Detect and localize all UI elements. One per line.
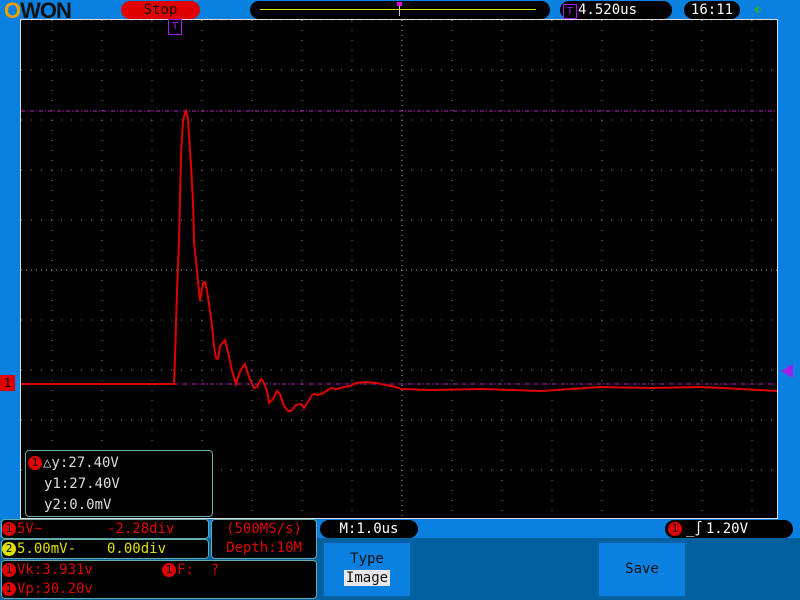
trigger-level: 1.20V <box>705 521 749 537</box>
cursor-y1: y1:27.40V <box>44 476 120 492</box>
trigger-time: 4.520us <box>578 2 638 18</box>
cursor-panel: 1 △y:27.40V y1:27.40V y2:0.0mV <box>25 450 213 517</box>
trigger-time-readout: T 4.520us <box>560 1 672 19</box>
ch1-level-marker[interactable]: 1 <box>0 375 15 391</box>
ch1-badge: 1 <box>28 456 42 470</box>
trigger-t-icon: T <box>563 4 577 19</box>
measurement-panel: 1 Vk:3.931v 1 F: ? 1 Vp:30.20v <box>1 560 317 599</box>
measure-vk: Vk:3.931v <box>17 562 93 578</box>
acquisition-info: (500MS/s) Depth:10M <box>211 519 317 559</box>
cursor-delta-y: △y:27.40V <box>43 455 119 471</box>
memory-position-bar <box>250 1 550 19</box>
ch1-badge: 1 <box>2 582 16 596</box>
rising-edge-icon: _∫ <box>686 521 703 537</box>
run-state-badge[interactable]: Stop <box>121 1 200 19</box>
type-value: Image <box>343 570 391 586</box>
trigger-settings[interactable]: 1 _∫ 1.20V <box>665 520 793 538</box>
save-button[interactable]: Save <box>597 541 687 598</box>
measure-frequency: F: ? <box>177 562 220 578</box>
memory-track <box>260 9 536 10</box>
ch1-badge: 1 <box>2 563 16 577</box>
cursor-y2: y2:0.0mV <box>44 497 112 513</box>
memory-position-marker <box>397 2 402 6</box>
trigger-position-marker[interactable]: T <box>168 19 182 35</box>
memory-depth: Depth:10M <box>226 540 302 556</box>
ch1-badge: 1 <box>2 522 16 536</box>
ch1-badge: 1 <box>162 563 176 577</box>
type-menu-button[interactable]: Type Image <box>322 541 412 598</box>
sample-rate: (500MS/s) <box>226 521 302 537</box>
measure-vp: Vp:30.20v <box>17 581 93 597</box>
ch1-offset: -2.28div <box>107 521 175 537</box>
timebase[interactable]: M:1.0us <box>320 520 418 538</box>
ch2-badge: 2 <box>2 542 16 556</box>
ch1-settings[interactable]: 1 5V~ -2.28div <box>1 519 209 539</box>
ch2-settings[interactable]: 2 5.00mV- 0.00div <box>1 539 209 559</box>
trigger-level-marker[interactable] <box>781 364 793 378</box>
usb-icon: ⬖ <box>754 2 762 17</box>
ch1-waveform <box>21 108 777 412</box>
waveform-display[interactable] <box>20 19 778 519</box>
ch2-offset: 0.00div <box>107 541 167 557</box>
ch2-scale: 5.00mV- <box>17 541 77 557</box>
ch1-scale: 5V~ <box>17 521 43 537</box>
owon-logo: OWON <box>4 0 72 23</box>
clock: 16:11 <box>684 1 740 19</box>
trigger-ch-badge: 1 <box>668 522 682 536</box>
memory-center-mark <box>399 2 400 16</box>
type-label: Type <box>350 551 384 567</box>
